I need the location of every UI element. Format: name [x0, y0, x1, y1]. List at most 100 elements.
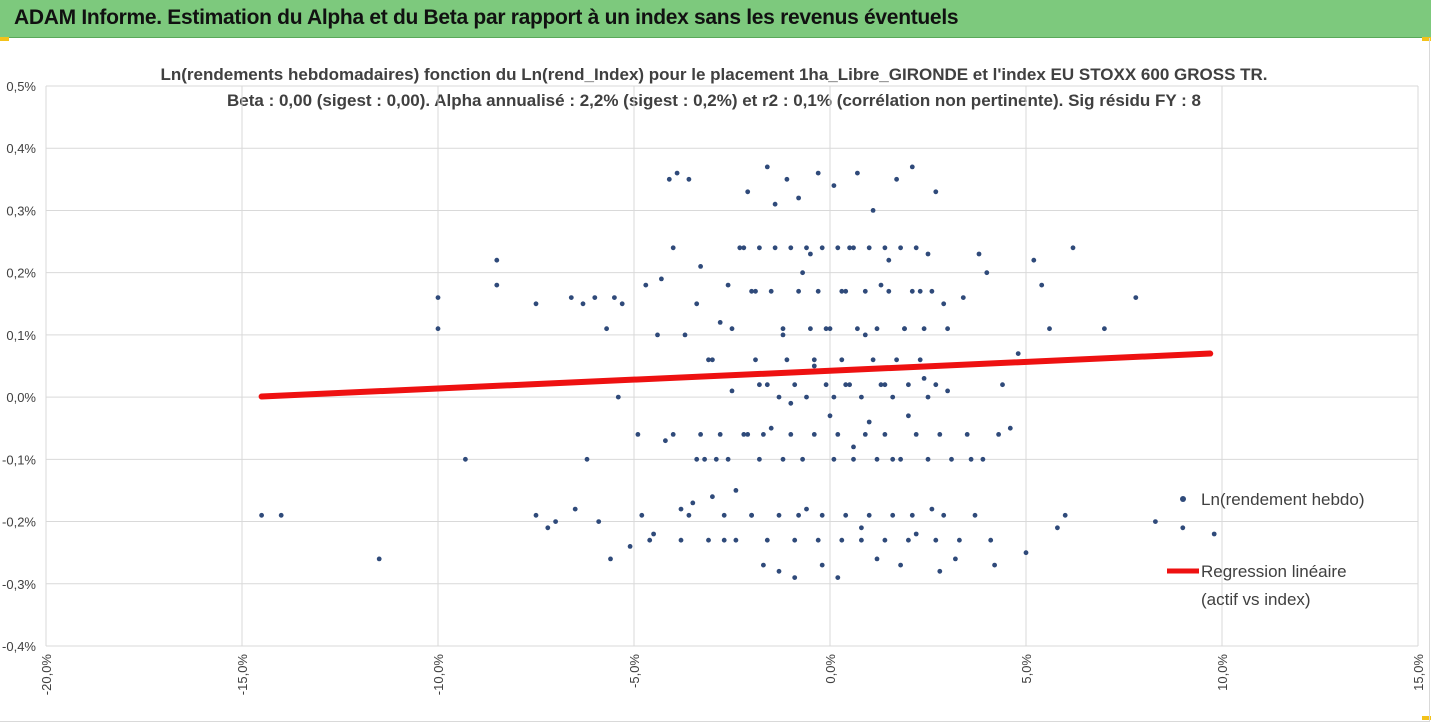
data-point — [761, 432, 766, 437]
y-tick-label: 0,4% — [6, 141, 36, 156]
chart-title-line1: Ln(rendements hebdomadaires) fonction du… — [160, 65, 1267, 84]
data-point — [929, 288, 935, 294]
data-point — [862, 332, 868, 338]
data-point — [721, 537, 727, 543]
data-point — [819, 562, 825, 568]
data-point — [957, 537, 962, 543]
data-point — [757, 245, 762, 251]
y-tick-label: -0,1% — [2, 452, 36, 467]
data-point — [913, 432, 919, 437]
data-point — [866, 512, 872, 518]
data-point — [909, 164, 915, 170]
y-tick-label: -0,2% — [2, 515, 36, 530]
data-point — [937, 568, 943, 574]
data-point — [780, 456, 786, 462]
regression-line — [258, 350, 1214, 400]
data-point — [945, 326, 950, 332]
data-point — [945, 388, 950, 394]
data-point — [862, 432, 868, 437]
data-point — [741, 245, 747, 251]
data-point — [694, 456, 700, 462]
data-point — [921, 326, 927, 332]
data-point — [906, 537, 911, 543]
data-point — [1000, 382, 1005, 388]
data-point — [776, 394, 782, 400]
data-point — [278, 512, 284, 518]
y-tick-label: 0,0% — [6, 390, 36, 405]
data-point — [764, 382, 770, 388]
data-point — [725, 456, 731, 462]
data-point — [627, 544, 633, 549]
data-point — [584, 456, 590, 462]
data-point — [843, 288, 849, 294]
data-point — [878, 382, 884, 388]
report-title: ADAM Informe. Estimation du Alpha et du … — [14, 6, 959, 29]
data-point — [749, 288, 754, 294]
data-point — [533, 301, 539, 307]
data-point — [729, 388, 735, 394]
data-point — [859, 394, 864, 400]
data-point — [647, 537, 653, 543]
data-point — [698, 264, 703, 269]
data-point — [862, 288, 868, 294]
data-point — [1070, 245, 1076, 251]
data-point — [596, 519, 602, 524]
data-point — [855, 170, 860, 176]
data-point — [1047, 326, 1052, 332]
data-point — [823, 326, 829, 332]
x-tick-label: 15,0% — [1411, 654, 1426, 691]
data-point — [494, 282, 500, 288]
data-point — [710, 494, 715, 500]
data-point — [592, 295, 598, 300]
scatter-chart: Ln(rendements hebdomadaires) fonction du… — [2, 65, 1426, 695]
data-point — [639, 512, 645, 518]
data-point — [917, 288, 923, 294]
data-point — [941, 301, 947, 307]
x-tick-label: -5,0% — [627, 654, 642, 688]
y-tick-label: 0,5% — [6, 79, 36, 94]
data-point — [768, 288, 774, 294]
data-point — [764, 164, 770, 170]
data-point — [733, 537, 739, 543]
data-point — [788, 432, 794, 437]
data-point — [898, 562, 903, 568]
data-point — [694, 301, 700, 307]
data-point — [811, 363, 817, 369]
data-point — [898, 245, 903, 251]
data-point — [713, 456, 719, 462]
chart-title-line2: Beta : 0,00 (sigest : 0,00). Alpha annua… — [227, 91, 1201, 110]
data-point — [1211, 531, 1217, 537]
chart-area: Ln(rendements hebdomadaires) fonction du… — [0, 38, 1430, 722]
data-point — [835, 575, 841, 580]
data-point — [494, 257, 500, 263]
data-point — [784, 176, 790, 182]
y-tick-label: 0,3% — [6, 203, 36, 218]
data-point — [811, 357, 817, 363]
data-point — [678, 537, 684, 543]
legend-label-scatter: Ln(rendement hebdo) — [1201, 490, 1365, 509]
data-point — [827, 413, 833, 419]
data-point — [976, 251, 982, 257]
data-point — [678, 506, 684, 512]
data-point — [690, 500, 696, 506]
x-tick-label: 0,0% — [823, 654, 838, 684]
data-point — [878, 282, 884, 288]
legend: Ln(rendement hebdo) Regression linéaire … — [1167, 490, 1365, 609]
data-point — [886, 257, 892, 263]
data-point — [949, 456, 954, 462]
data-point — [792, 575, 798, 580]
data-point — [682, 332, 688, 338]
data-point — [757, 456, 762, 462]
data-point — [604, 326, 609, 332]
data-point — [823, 382, 829, 388]
data-point — [902, 326, 907, 332]
data-point — [553, 519, 558, 524]
data-point — [972, 512, 978, 518]
data-point — [749, 512, 754, 518]
data-point — [843, 382, 849, 388]
data-point — [757, 382, 762, 388]
data-point — [847, 382, 852, 388]
data-point — [733, 488, 739, 493]
data-point — [874, 556, 880, 562]
y-tick-label: -0,4% — [2, 639, 36, 654]
